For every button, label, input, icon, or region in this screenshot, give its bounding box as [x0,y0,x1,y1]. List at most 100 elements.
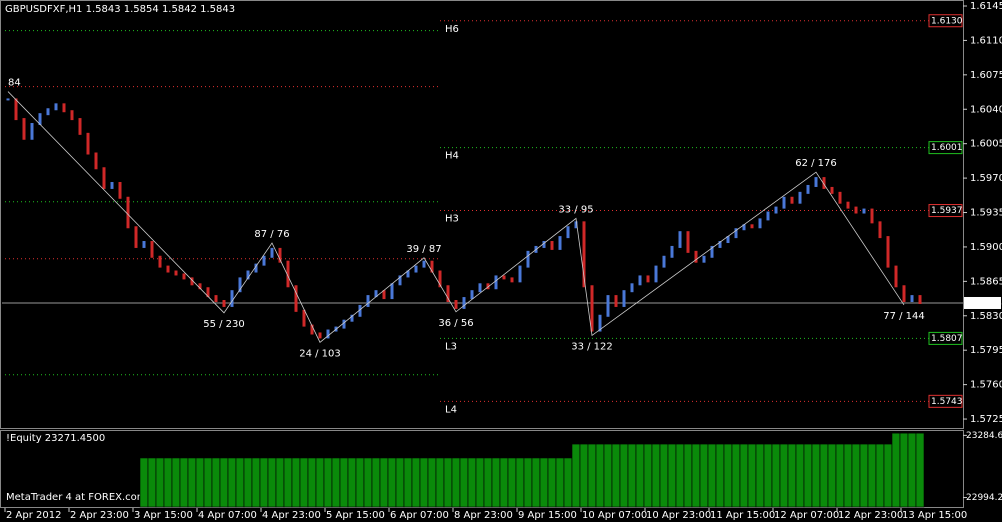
y-tick-label: 1.6110 [970,35,1002,46]
zigzag-label: 33 / 95 [558,204,593,215]
equity-bar [371,457,381,508]
equity-bar [307,457,317,508]
equity-bar [499,457,509,508]
equity-bar [339,457,349,508]
y-tick-label: 1.6005 [970,139,1002,150]
equity-bar [427,457,437,508]
price-bar [6,98,10,101]
price-bar [862,208,866,214]
equity-bar [291,457,301,508]
equity-bar [603,443,613,508]
price-bar [230,290,234,307]
price-bar [30,123,34,140]
equity-bar [275,457,285,508]
equity-bar [523,457,533,508]
equity-bar [451,457,461,508]
x-tick-label: 13 Apr 15:00 [902,510,967,521]
equity-bar [907,432,917,508]
y-tick-label: 1.5795 [970,345,1002,356]
price-bar [286,260,290,288]
equity-bar [843,443,853,508]
equity-bar [707,443,717,508]
price-bar [486,283,490,290]
level-name: L3 [445,341,457,352]
equity-bar [235,457,245,508]
price-bar [750,224,754,229]
equity-bar [483,457,493,508]
price-bar [86,132,90,155]
equity-bar [899,432,909,508]
equity-bar [195,457,205,508]
zigzag-label: 33 / 122 [571,341,613,352]
price-bar [166,265,170,273]
price-bar [502,275,506,280]
equity-bar [515,457,525,508]
zigzag-label: 87 / 76 [254,229,289,240]
price-bar [606,295,610,317]
price-bar [278,247,282,263]
y-tick-label: 1.5830 [970,311,1002,322]
equity-bar [379,457,389,508]
y-tick-label: 1.5725 [970,414,1002,425]
price-bar [510,277,514,283]
level-label: 1.5937 [931,206,963,216]
equity-bar [395,457,405,508]
price-bar [478,283,482,293]
y-tick-label: 1.6040 [970,104,1002,115]
price-bar [294,285,298,312]
equity-bar [571,443,581,508]
y-tick-label: 1.5935 [970,208,1002,219]
price-bar [838,191,842,204]
price-bar [710,245,714,258]
x-tick-label: 5 Apr 15:00 [326,510,385,521]
price-bar [78,118,82,135]
price-bar [518,265,522,283]
price-bar [214,295,218,303]
price-bar [22,118,26,140]
price-bar [822,177,826,189]
equity-bar [587,443,597,508]
price-bar [198,283,202,290]
price-bar [918,295,922,304]
equity-bar [435,457,445,508]
y-tick-label: 1.6145 [970,1,1002,12]
price-bar [806,184,810,194]
price-bar [374,290,378,298]
y-tick-label: 1.6075 [970,70,1002,81]
price-bar [526,250,530,268]
level-box [928,394,963,408]
price-bar [382,290,386,300]
price-bar [854,206,858,214]
price-bar [390,283,394,300]
price-bar [430,260,434,273]
equity-bar [155,457,165,508]
equity-bar [355,457,365,508]
equity-bar [419,457,429,508]
y-tick-label: 1.5865 [970,276,1002,287]
price-bar [766,211,770,221]
price-bar [438,270,442,288]
price-bar [542,241,546,248]
equity-bar [491,457,501,508]
equity-bar [883,443,893,508]
equity-bar [443,457,453,508]
price-bar [662,255,666,268]
equity-bar [563,457,573,508]
price-bar [726,236,730,244]
price-bar [902,285,906,303]
price-bar [142,241,146,248]
level-label: 1.6001 [931,143,963,153]
equity-bar [163,457,173,508]
price-bar [910,295,914,303]
x-tick-label: 12 Apr 07:00 [774,510,839,521]
price-bar [678,231,682,248]
x-tick-label: 6 Apr 07:00 [390,510,449,521]
equity-bar [507,457,517,508]
equity-bar [859,443,869,508]
equity-bar [227,457,237,508]
level-name: L4 [445,404,457,415]
price-bar [550,241,554,250]
price-bar [54,103,58,111]
zigzag-label: 39 / 87 [406,244,441,255]
zigzag-label: 36 / 56 [438,318,473,329]
